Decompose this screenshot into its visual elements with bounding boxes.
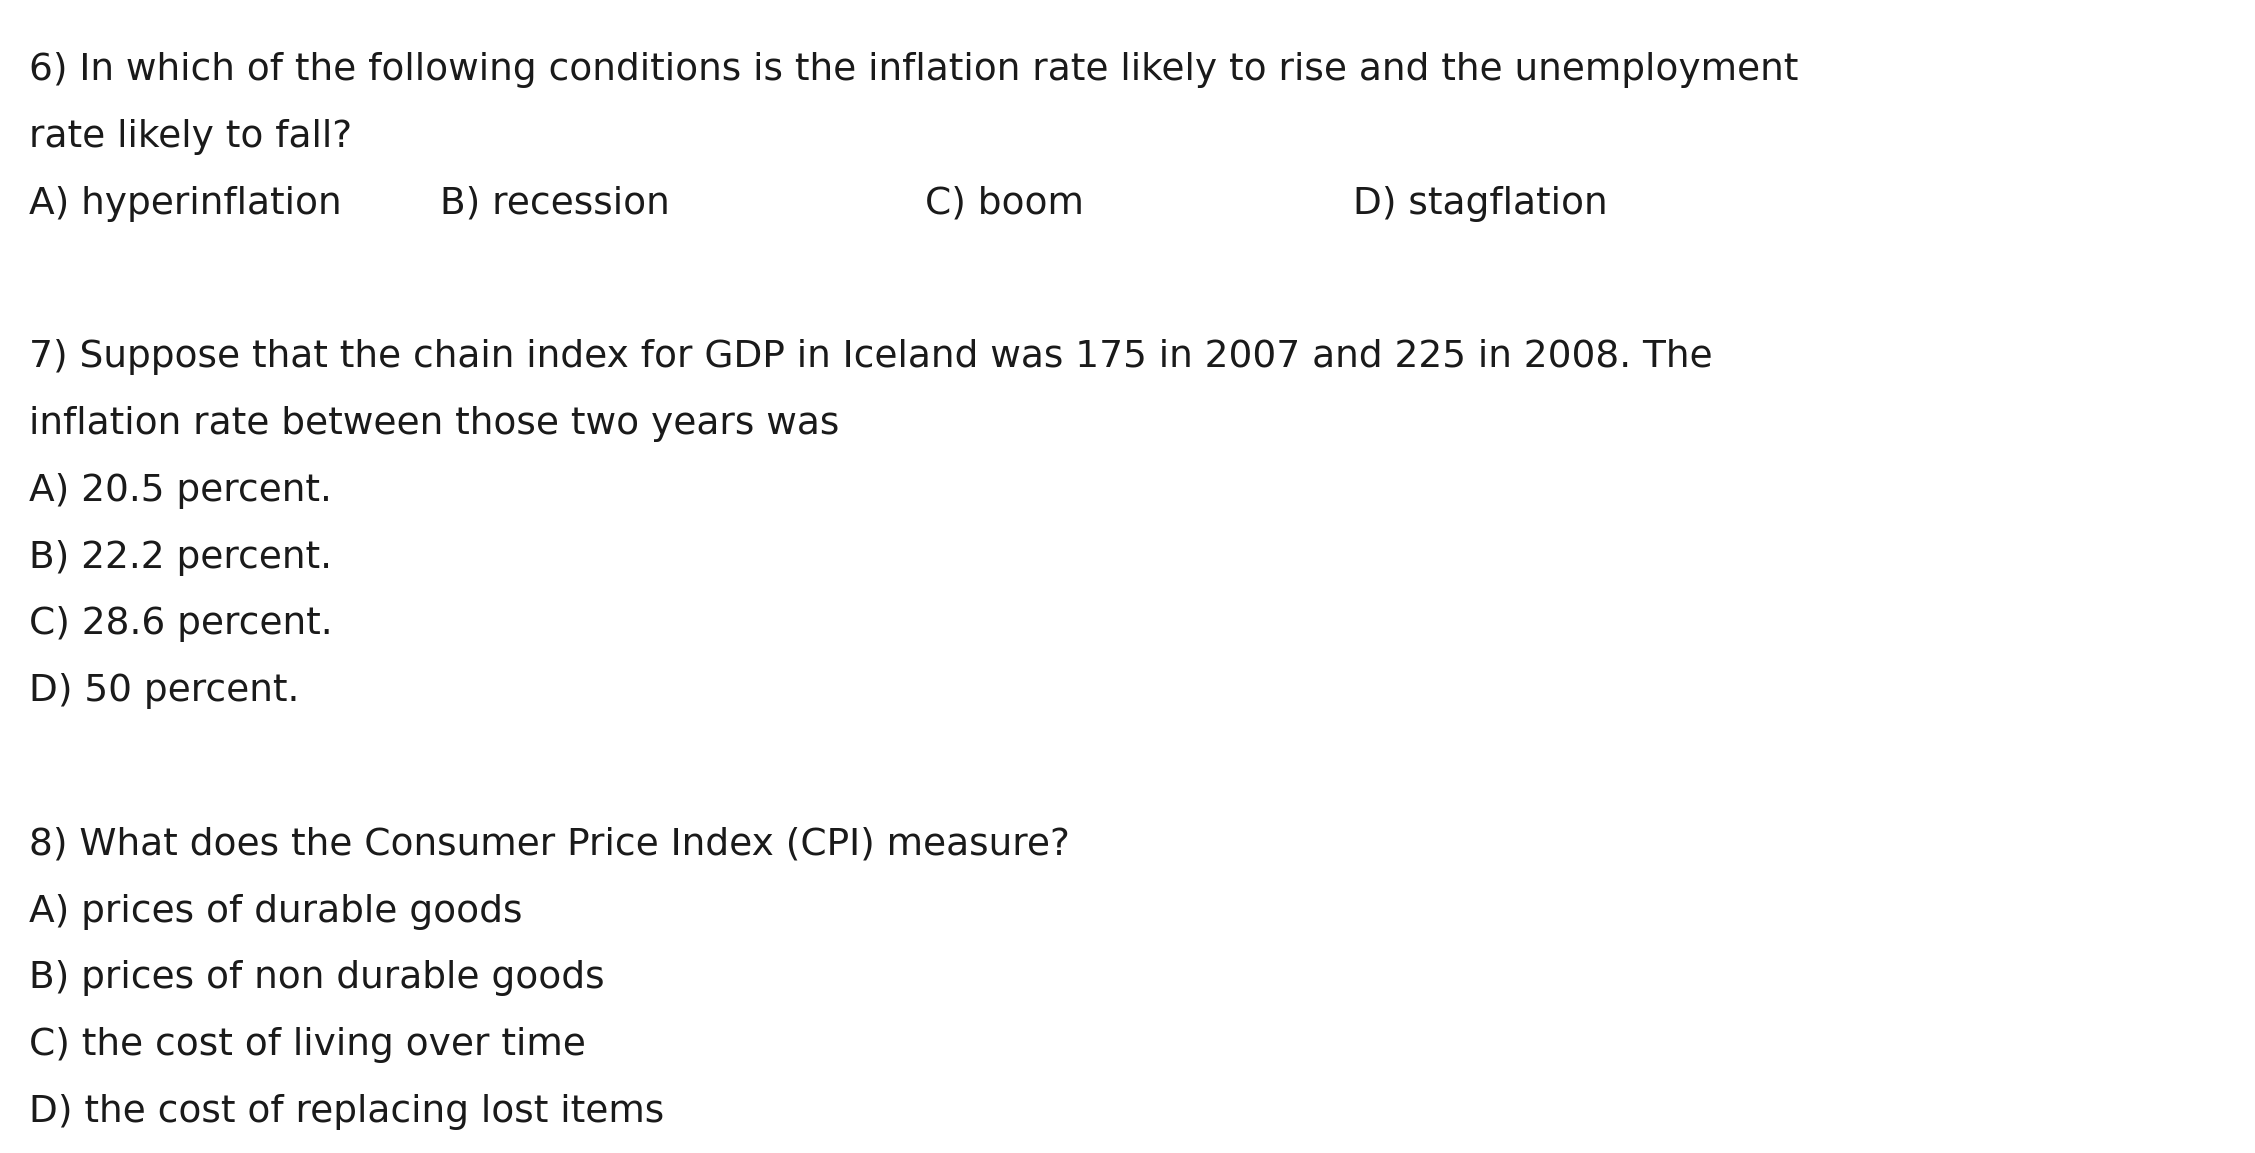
Text: 8) What does the Consumer Price Index (CPI) measure?: 8) What does the Consumer Price Index (C…	[29, 827, 1071, 862]
Text: C) the cost of living over time: C) the cost of living over time	[29, 1027, 586, 1063]
Text: A) hyperinflation: A) hyperinflation	[29, 186, 343, 221]
Text: B) recession: B) recession	[440, 186, 670, 221]
Text: D) 50 percent.: D) 50 percent.	[29, 673, 300, 709]
Text: rate likely to fall?: rate likely to fall?	[29, 119, 352, 155]
Text: inflation rate between those two years was: inflation rate between those two years w…	[29, 406, 839, 442]
Text: C) 28.6 percent.: C) 28.6 percent.	[29, 606, 334, 642]
Text: 6) In which of the following conditions is the inflation rate likely to rise and: 6) In which of the following conditions …	[29, 52, 1799, 88]
Text: B) 22.2 percent.: B) 22.2 percent.	[29, 540, 331, 575]
Text: B) prices of non durable goods: B) prices of non durable goods	[29, 960, 604, 996]
Text: C) boom: C) boom	[925, 186, 1082, 221]
Text: 7) Suppose that the chain index for GDP in Iceland was 175 in 2007 and 225 in 20: 7) Suppose that the chain index for GDP …	[29, 339, 1714, 375]
Text: A) 20.5 percent.: A) 20.5 percent.	[29, 473, 331, 508]
Text: D) the cost of replacing lost items: D) the cost of replacing lost items	[29, 1094, 665, 1130]
Text: D) stagflation: D) stagflation	[1353, 186, 1608, 221]
Text: A) prices of durable goods: A) prices of durable goods	[29, 894, 523, 929]
